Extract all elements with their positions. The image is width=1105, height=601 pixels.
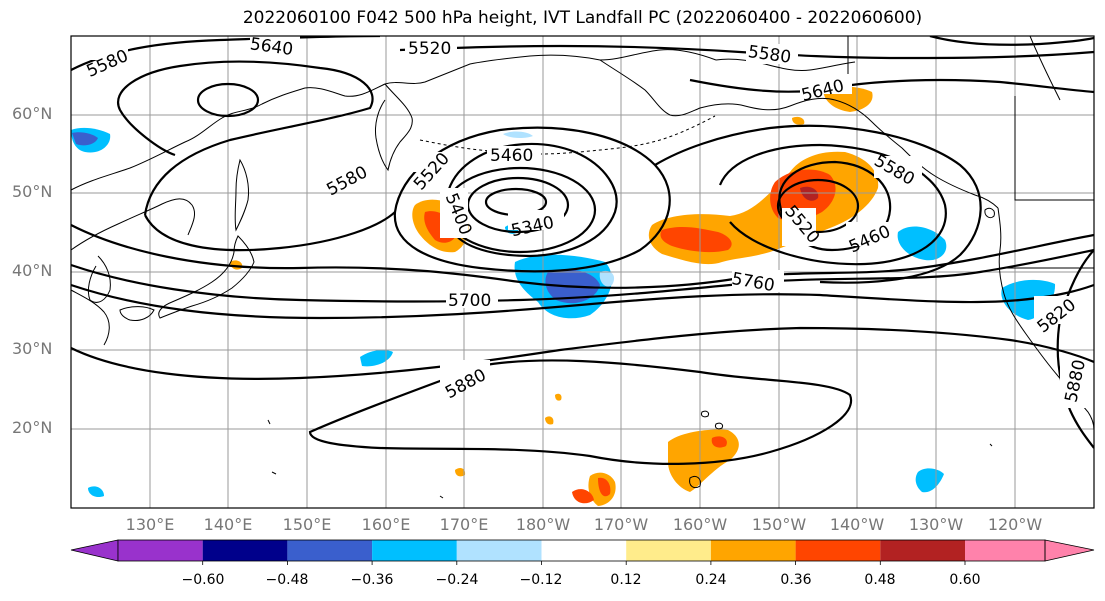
colorbar-extend-low (70, 539, 119, 562)
colorbar-extend-high (1044, 539, 1095, 562)
colorbar-segment (710, 540, 796, 561)
contour-label: 5460 (490, 146, 533, 166)
lon-label: 160°W (672, 515, 728, 534)
colorbar-segment (626, 540, 711, 561)
graticule (71, 36, 1094, 508)
lon-label: 140°E (203, 515, 253, 534)
coastlines (71, 36, 1094, 499)
positive-anomaly-region (660, 226, 732, 253)
lon-label: 130°E (125, 515, 175, 534)
colorbar-tick-label: 0.12 (610, 572, 642, 588)
negative-anomaly-region (88, 486, 104, 498)
colorbar-segment (795, 540, 881, 561)
lon-label: 140°W (829, 515, 885, 534)
positive-anomaly-region (792, 116, 805, 125)
lat-label: 60°N (12, 104, 53, 123)
positive-anomaly-region (800, 186, 819, 201)
colorbar-tick-label: −0.24 (435, 572, 479, 588)
lon-label: 180°W (515, 515, 571, 534)
colorbar-tick-label: −0.60 (181, 572, 225, 588)
positive-anomaly-region (711, 436, 727, 448)
map-frame (70, 35, 1095, 509)
lat-label: 30°N (12, 339, 53, 358)
colorbar-tick-label: 0.24 (695, 572, 727, 588)
lat-label: 40°N (12, 261, 53, 280)
colorbar (70, 539, 1095, 565)
lon-label: 170°W (593, 515, 649, 534)
colorbar-tick-label: 0.48 (864, 572, 896, 588)
colorbar-segment (202, 540, 288, 561)
colorbar-tick-label: −0.48 (265, 572, 309, 588)
map-title: 2022060100 F042 500 hPa height, IVT Land… (242, 8, 923, 28)
lon-label: 120°W (987, 515, 1043, 534)
lon-label: 130°W (908, 515, 964, 534)
height-contours (71, 36, 1094, 465)
colorbar-segment (118, 540, 203, 561)
contour-label: 5700 (448, 291, 491, 311)
colorbar-segment (541, 540, 627, 561)
colorbar-tick-label: 0.36 (780, 572, 812, 588)
colorbar-segment (456, 540, 542, 561)
contour-label: 5520 (408, 39, 451, 59)
positive-anomaly-region (455, 467, 466, 477)
negative-anomaly-region (503, 131, 533, 139)
positive-anomaly-region (572, 489, 594, 504)
colorbar-segment (880, 540, 965, 561)
lon-label: 170°E (439, 515, 489, 534)
colorbar-segment (965, 540, 1045, 561)
negative-anomaly-region (897, 226, 947, 261)
colorbar-tick-label: −0.36 (350, 572, 394, 588)
colorbar-tick-label: −0.12 (519, 572, 563, 588)
positive-anomaly-region (545, 416, 554, 425)
lon-label: 150°W (751, 515, 807, 534)
negative-anomaly-region (915, 468, 944, 493)
lon-label: 150°E (282, 515, 332, 534)
lat-label: 20°N (12, 418, 53, 437)
colorbar-tick-label: 0.60 (949, 572, 981, 588)
lat-label: 50°N (12, 182, 53, 201)
positive-anomaly-region (555, 393, 562, 401)
colorbar-segment (287, 540, 373, 561)
negative-anomaly-region (72, 132, 98, 146)
negative-anomaly-region (599, 270, 615, 287)
colorbar-segment (372, 540, 457, 561)
lon-label: 160°E (361, 515, 411, 534)
negative-anomaly-region (360, 349, 393, 367)
positive-anomaly-region (598, 477, 611, 497)
